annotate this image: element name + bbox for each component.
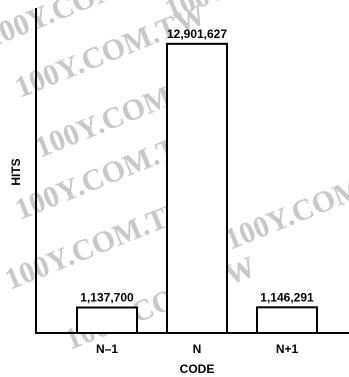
bar: [166, 42, 228, 335]
bar-value-label: 12,901,627: [167, 27, 227, 41]
x-tick-label: N+1: [276, 342, 299, 356]
x-tick-label: N–1: [96, 342, 118, 356]
watermark-text: 100Y.COM.TW: [220, 150, 349, 256]
x-tick-label: N: [193, 342, 202, 356]
bars-group: 1,137,700 12,901,627 1,146,291: [76, 27, 318, 335]
bar-value-label: 1,137,700: [80, 290, 134, 304]
bar: [76, 306, 138, 334]
bar: [256, 306, 318, 335]
bar-value-label: 1,146,291: [260, 290, 314, 304]
x-tick-labels: N–1 N N+1: [96, 342, 299, 356]
y-axis-label: HITS: [9, 158, 23, 185]
x-axis-label: CODE: [180, 362, 215, 376]
